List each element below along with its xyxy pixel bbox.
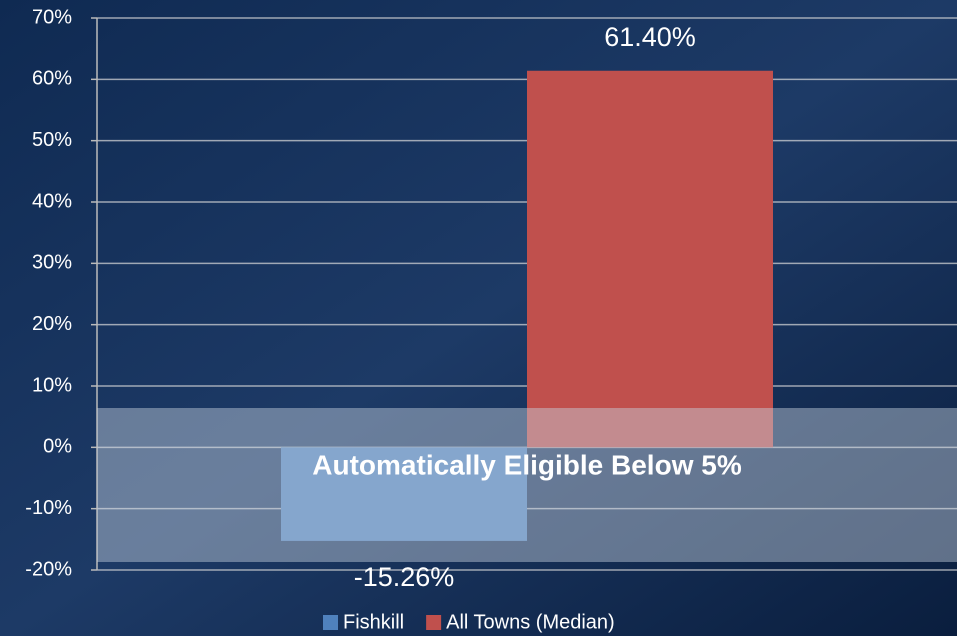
legend-label: Fishkill: [343, 611, 404, 633]
y-tick-label: 50%: [32, 129, 72, 151]
y-tick-label: 0%: [43, 436, 72, 458]
y-tick-label: 60%: [32, 68, 72, 90]
y-tick-label: 40%: [32, 190, 72, 212]
y-tick-label: -10%: [25, 497, 72, 519]
legend-label: All Towns (Median): [446, 611, 615, 633]
legend-swatch: [426, 615, 441, 630]
y-tick-label: 20%: [32, 313, 72, 335]
y-tick-label: -20%: [25, 558, 72, 580]
y-tick-label: 30%: [32, 252, 72, 274]
chart: -20% -10% 0% 10% 20% 30% 40% 50% 60% 70% -15.26% 61…: [0, 0, 957, 636]
data-label: -15.26%: [354, 562, 455, 592]
data-label: 61.40%: [604, 22, 696, 52]
bar: [527, 71, 773, 448]
legend-swatch: [323, 615, 338, 630]
y-tick-label: 70%: [32, 6, 72, 28]
y-tick-label: 10%: [32, 374, 72, 396]
annotation: Automatically Eligible Below 5%: [312, 449, 742, 480]
page: -20% -10% 0% 10% 20% 30% 40% 50% 60% 70% -15.26% 61…: [0, 0, 957, 636]
eligibility-band: [97, 408, 957, 562]
